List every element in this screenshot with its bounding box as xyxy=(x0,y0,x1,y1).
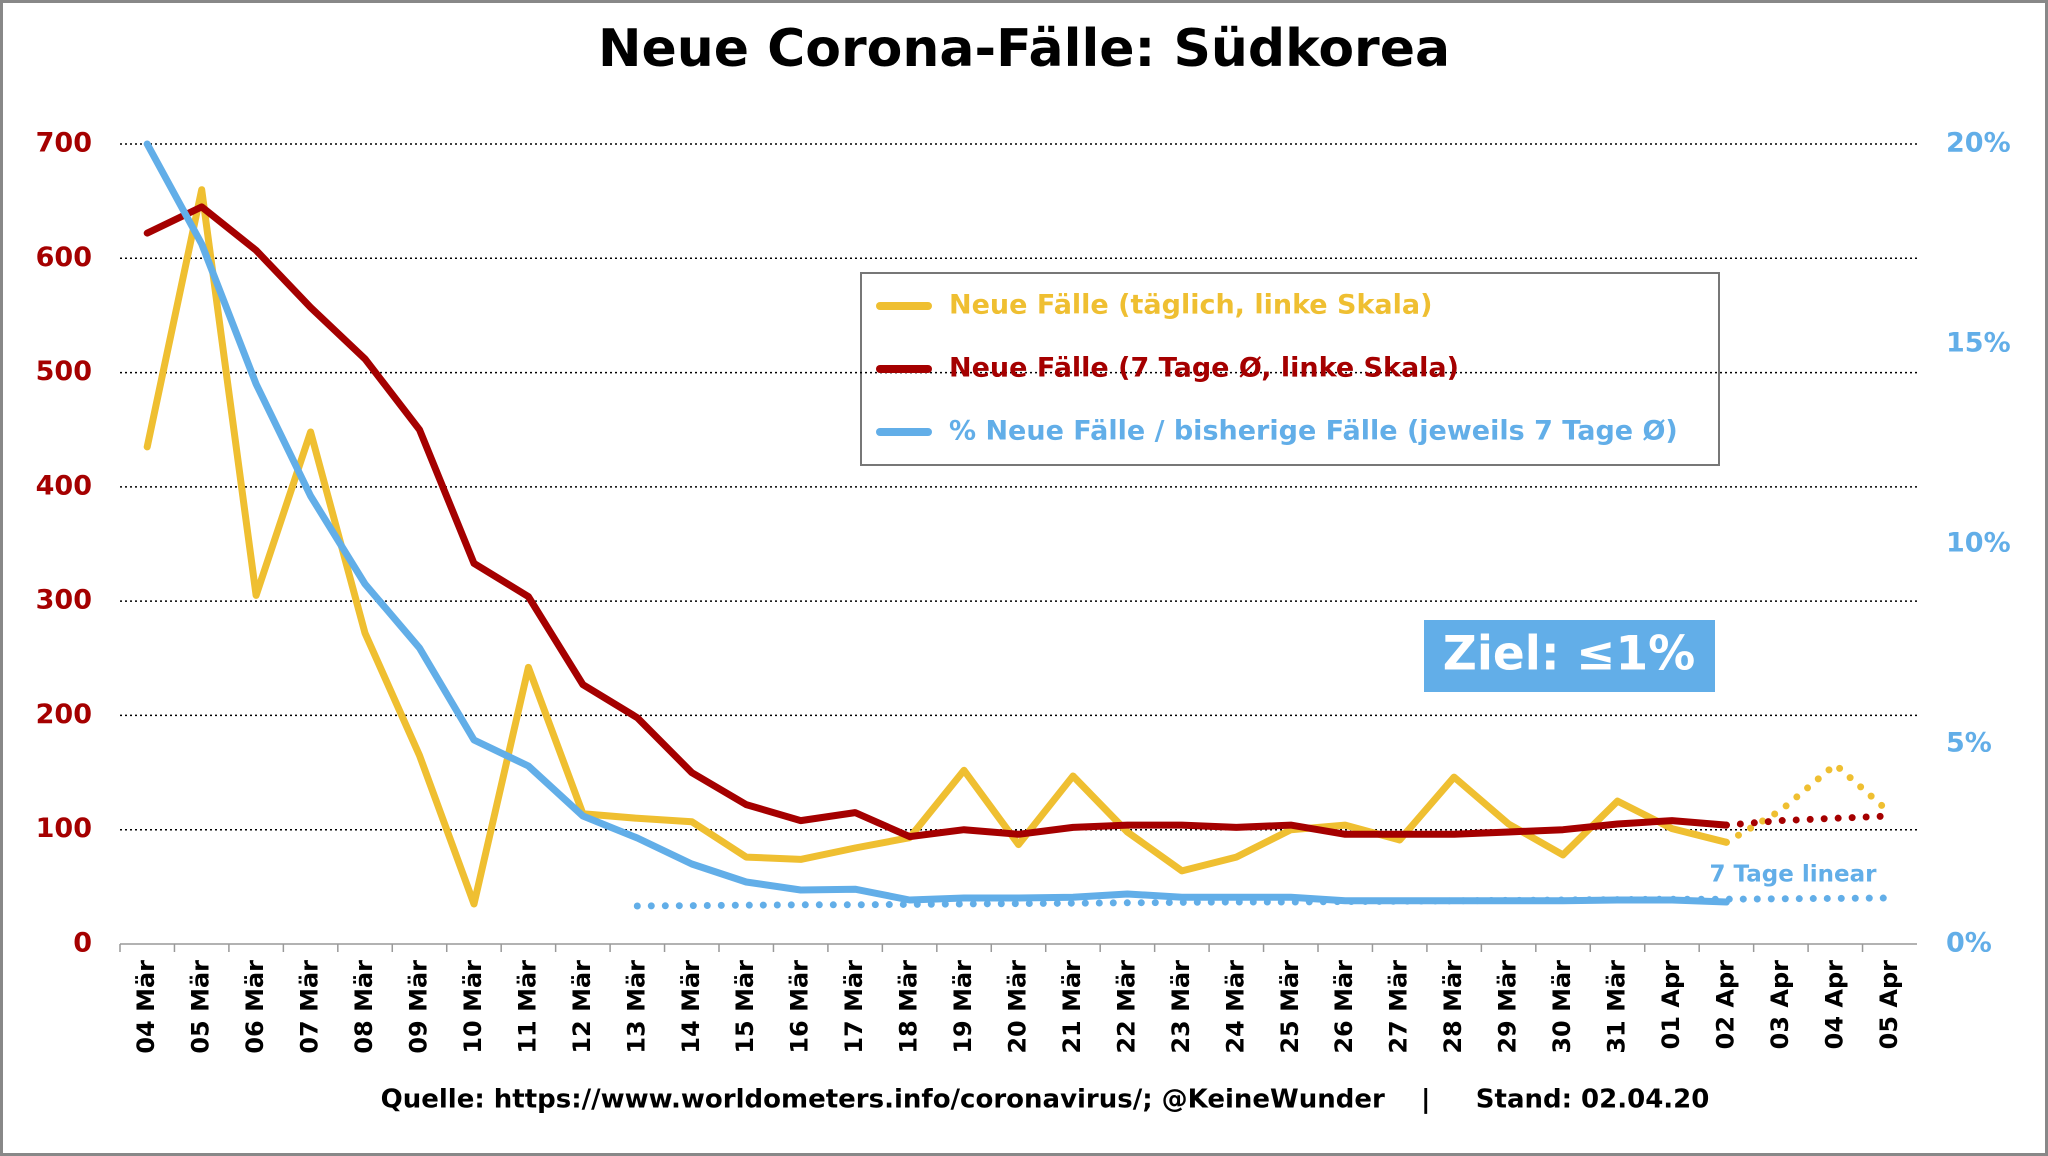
x-tick-label: 22 Mär xyxy=(1112,960,1140,1054)
x-tick-label: 20 Mär xyxy=(1004,960,1032,1054)
x-tick-label: 24 Mär xyxy=(1221,960,1249,1054)
y-tick-label: 200 xyxy=(36,699,92,730)
x-tick-label: 30 Mär xyxy=(1548,960,1576,1054)
source: Quelle: https://www.worldometers.info/co… xyxy=(381,1085,1710,1115)
target-box xyxy=(1424,620,1715,692)
x-tick-label: 17 Mär xyxy=(840,960,868,1054)
projection-line xyxy=(1722,761,1894,846)
legend xyxy=(860,272,1720,466)
x-tick-label: 05 Apr xyxy=(1875,960,1903,1050)
x-tick-label: 25 Mär xyxy=(1276,960,1304,1054)
x-tick-label: 16 Mär xyxy=(786,960,814,1054)
series-line xyxy=(143,203,1730,841)
x-tick-label: 29 Mär xyxy=(1494,960,1522,1054)
x-tick-label: 04 Mär xyxy=(132,960,160,1054)
legend-label: Neue Fälle (7 Tage Ø, linke Skala) xyxy=(949,353,1459,384)
x-tick-label: 12 Mär xyxy=(568,960,596,1054)
x-tick-label: 11 Mär xyxy=(513,960,541,1054)
y2-tick-label: 5% xyxy=(1946,728,1992,759)
x-tick-label: 18 Mär xyxy=(895,960,923,1054)
x-tick-label: 05 Mär xyxy=(187,960,215,1054)
projection-line xyxy=(633,894,1894,910)
y-tick-label: 700 xyxy=(36,128,92,159)
x-tick-label: 06 Mär xyxy=(241,960,269,1054)
y2-tick-label: 0% xyxy=(1946,928,1992,959)
x-tick-label: 02 Apr xyxy=(1711,960,1739,1050)
series-line xyxy=(143,186,1730,908)
x-tick-label: 03 Apr xyxy=(1766,960,1794,1050)
x-tick-label: 13 Mär xyxy=(622,960,650,1054)
x-tick-label: 26 Mär xyxy=(1330,960,1358,1054)
x-tick-label: 10 Mär xyxy=(459,960,487,1054)
projection-line xyxy=(1722,812,1894,829)
x-tick-label: 08 Mär xyxy=(350,960,378,1054)
x-tick-label: 19 Mär xyxy=(949,960,977,1054)
y2-tick-label: 15% xyxy=(1946,328,2011,359)
x-tick-label: 28 Mär xyxy=(1439,960,1467,1054)
x-tick-label: 21 Mär xyxy=(1058,960,1086,1054)
series-line xyxy=(143,140,1730,906)
y-tick-label: 500 xyxy=(36,356,92,387)
y-tick-label: 0 xyxy=(73,928,92,959)
y-tick-label: 100 xyxy=(36,813,92,844)
y-tick-label: 400 xyxy=(36,470,92,501)
x-tick-label: 15 Mär xyxy=(731,960,759,1054)
y2-tick-label: 10% xyxy=(1946,528,2011,559)
y-tick-label: 300 xyxy=(36,585,92,616)
y-tick-label: 600 xyxy=(36,242,92,273)
x-tick-label: 31 Mär xyxy=(1603,960,1631,1054)
target-label: Ziel: ≤1% xyxy=(1443,627,1696,682)
trend-label: 7 Tage linear xyxy=(1710,862,1878,888)
x-tick-label: 23 Mär xyxy=(1167,960,1195,1054)
x-tick-label: 27 Mär xyxy=(1385,960,1413,1054)
x-tick-label: 04 Apr xyxy=(1820,960,1848,1050)
legend-label: % Neue Fälle / bisherige Fälle (jeweils … xyxy=(949,416,1678,447)
legend-label: Neue Fälle (täglich, linke Skala) xyxy=(949,290,1432,321)
x-tick-label: 14 Mär xyxy=(677,960,705,1054)
y2-tick-label: 20% xyxy=(1946,128,2011,159)
x-tick-label: 09 Mär xyxy=(405,960,433,1054)
chart-title: Neue Corona-Fälle: Südkorea xyxy=(598,19,1450,79)
x-tick-label: 07 Mär xyxy=(296,960,324,1054)
x-tick-label: 01 Apr xyxy=(1657,960,1685,1050)
